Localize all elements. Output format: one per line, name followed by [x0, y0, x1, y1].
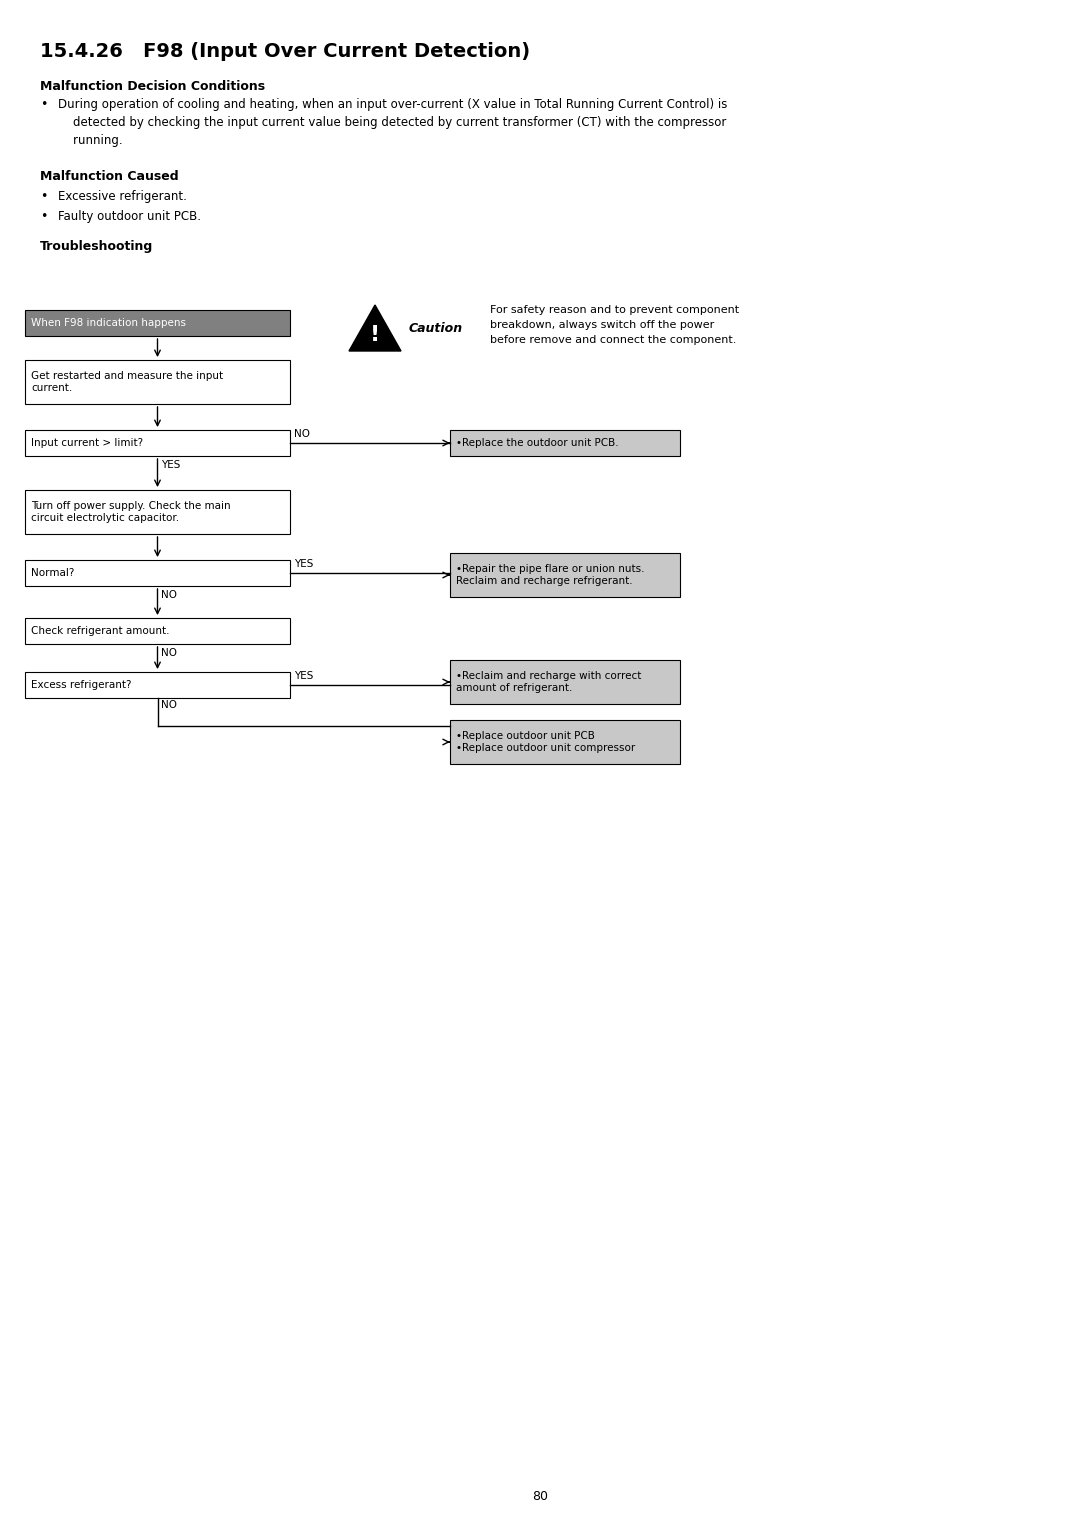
- Bar: [450, 553, 680, 597]
- Text: Malfunction Decision Conditions: Malfunction Decision Conditions: [40, 79, 265, 93]
- Bar: [25, 618, 291, 644]
- Text: Malfunction Caused: Malfunction Caused: [40, 169, 178, 183]
- Text: •Repair the pipe flare or union nuts.
Reclaim and recharge refrigerant.: •Repair the pipe flare or union nuts. Re…: [456, 563, 645, 586]
- Bar: [25, 431, 291, 457]
- Text: During operation of cooling and heating, when an input over-current (X value in : During operation of cooling and heating,…: [58, 98, 727, 147]
- Text: •: •: [40, 211, 48, 223]
- Text: YES: YES: [294, 670, 313, 681]
- Text: Troubleshooting: Troubleshooting: [40, 240, 153, 253]
- Polygon shape: [349, 305, 401, 351]
- Text: !: !: [370, 325, 380, 345]
- Text: Excessive refrigerant.: Excessive refrigerant.: [58, 189, 187, 203]
- Text: 80: 80: [532, 1490, 548, 1504]
- Text: •: •: [40, 189, 48, 203]
- Text: Input current > limit?: Input current > limit?: [31, 438, 144, 447]
- Bar: [450, 721, 680, 764]
- Text: NO: NO: [162, 589, 177, 600]
- Text: 15.4.26   F98 (Input Over Current Detection): 15.4.26 F98 (Input Over Current Detectio…: [40, 43, 530, 61]
- Text: Faulty outdoor unit PCB.: Faulty outdoor unit PCB.: [58, 211, 201, 223]
- Bar: [25, 490, 291, 534]
- Text: Turn off power supply. Check the main
circuit electrolytic capacitor.: Turn off power supply. Check the main ci…: [31, 501, 231, 524]
- Bar: [25, 310, 291, 336]
- Text: NO: NO: [162, 699, 177, 710]
- Text: NO: NO: [294, 429, 310, 438]
- Text: YES: YES: [162, 460, 180, 470]
- Text: Caution: Caution: [409, 322, 463, 334]
- Text: Get restarted and measure the input
current.: Get restarted and measure the input curr…: [31, 371, 224, 392]
- Text: When F98 indication happens: When F98 indication happens: [31, 318, 186, 328]
- Text: •Replace the outdoor unit PCB.: •Replace the outdoor unit PCB.: [456, 438, 619, 447]
- Text: Normal?: Normal?: [31, 568, 75, 579]
- Text: •Replace outdoor unit PCB
•Replace outdoor unit compressor: •Replace outdoor unit PCB •Replace outdo…: [456, 731, 635, 753]
- Text: •: •: [40, 98, 48, 111]
- Text: NO: NO: [162, 647, 177, 658]
- Text: •Reclaim and recharge with correct
amount of refrigerant.: •Reclaim and recharge with correct amoun…: [456, 670, 642, 693]
- Text: YES: YES: [294, 559, 313, 570]
- Text: Check refrigerant amount.: Check refrigerant amount.: [31, 626, 170, 637]
- Bar: [25, 360, 291, 405]
- Text: Excess refrigerant?: Excess refrigerant?: [31, 680, 132, 690]
- Bar: [450, 431, 680, 457]
- Text: For safety reason and to prevent component
breakdown, always switch off the powe: For safety reason and to prevent compone…: [490, 305, 739, 345]
- Bar: [25, 672, 291, 698]
- Bar: [450, 660, 680, 704]
- Bar: [25, 560, 291, 586]
